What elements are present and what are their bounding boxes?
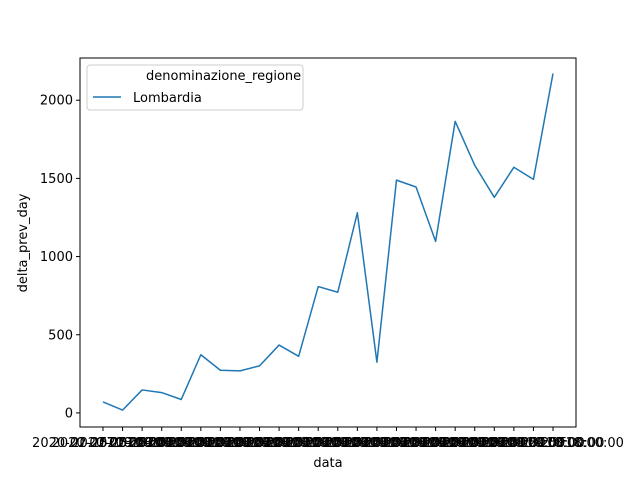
- x-axis-label: data: [313, 456, 342, 471]
- x-axis-ticks: 2020-02-25T18:00:002020-02-25T18:00:0020…: [32, 427, 624, 451]
- x-tick-label: 2020-02-25T18:00:00: [423, 436, 565, 451]
- x-tick-label: 2020-02-25T18:00:00: [247, 436, 389, 451]
- y-tick-label: 1500: [40, 172, 73, 187]
- x-tick-label: 2020-02-25T18:00:00: [267, 436, 409, 451]
- plot-frame: [79, 57, 577, 428]
- x-tick-label: 2020-02-25T18:00:00: [130, 436, 272, 451]
- x-tick-label: 2020-02-25T18:00:00: [169, 436, 311, 451]
- series-layer: [102, 73, 554, 411]
- legend-box: [86, 64, 304, 111]
- y-axis-ticks: 0 500 1000 1500 2000: [40, 94, 80, 421]
- x-tick-label: 2020-02-25T18:00:00: [228, 436, 370, 451]
- legend: denominazione_regione Lombardia: [86, 64, 304, 111]
- y-tick-label: 1000: [40, 250, 73, 265]
- x-tick-label: 2020-02-25T18:00:00: [149, 436, 291, 451]
- x-tick-label: 2020-02-25T18:00:00: [286, 436, 428, 451]
- x-tick-label: 2020-02-25T18:00:00: [482, 436, 624, 451]
- x-tick-label: 2020-02-25T18:00:00: [189, 436, 331, 451]
- x-tick-label: 2020-02-25T18:00:00: [32, 436, 174, 451]
- y-tick-label: 500: [48, 328, 73, 343]
- x-tick-label: 2020-02-25T18:00:00: [306, 436, 448, 451]
- y-tick-label: 2000: [40, 94, 73, 109]
- x-tick-label: 2020-02-25T18:00:00: [91, 436, 233, 451]
- series-line-lombardia: [102, 73, 554, 411]
- x-tick-label: 2020-02-25T18:00:00: [365, 436, 507, 451]
- legend-title: denominazione_regione: [146, 69, 301, 84]
- y-tick-label: 0: [65, 406, 73, 421]
- plot-area: [80, 58, 576, 427]
- x-tick-label: 2020-02-25T18:00:00: [404, 436, 546, 451]
- x-tick-label: 2020-02-25T18:00:00: [384, 436, 526, 451]
- x-tick-label: 2020-02-25T18:00:00: [462, 436, 604, 451]
- x-tick-label: 2020-02-25T18:00:00: [52, 436, 194, 451]
- x-tick-label: 2020-02-25T18:00:00: [110, 436, 252, 451]
- x-tick-label: 2020-02-25T18:00:00: [443, 436, 585, 451]
- x-tick-label: 2020-02-25T18:00:00: [208, 436, 350, 451]
- y-axis-label: delta_prev_day: [16, 193, 31, 292]
- x-tick-label: 2020-02-25T18:00:00: [345, 436, 487, 451]
- legend-entry-lombardia: Lombardia: [133, 91, 202, 106]
- x-tick-label: 2020-02-25T18:00:00: [71, 436, 213, 451]
- x-tick-label: 2020-02-25T18:00:00: [326, 436, 468, 451]
